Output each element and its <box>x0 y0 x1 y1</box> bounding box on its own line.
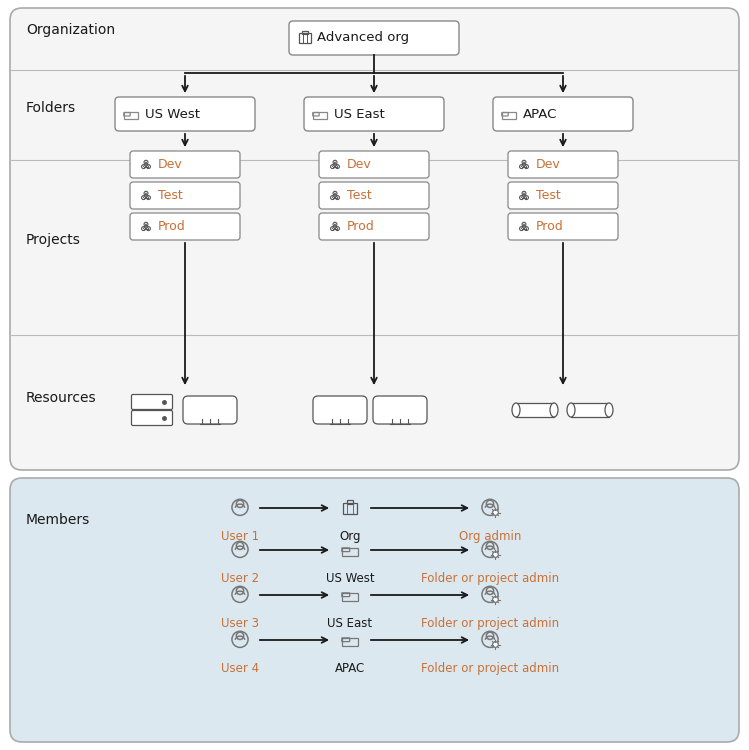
FancyBboxPatch shape <box>508 151 618 178</box>
Text: US East: US East <box>327 617 372 630</box>
Text: Dev: Dev <box>536 158 561 171</box>
Text: Dev: Dev <box>158 158 183 171</box>
FancyBboxPatch shape <box>132 394 172 410</box>
Bar <box>313 112 327 119</box>
FancyBboxPatch shape <box>493 97 633 131</box>
FancyBboxPatch shape <box>130 213 240 240</box>
FancyBboxPatch shape <box>319 151 429 178</box>
Bar <box>302 32 308 34</box>
FancyBboxPatch shape <box>130 182 240 209</box>
FancyBboxPatch shape <box>373 396 427 424</box>
Text: User 1: User 1 <box>221 530 259 543</box>
Text: Members: Members <box>26 513 90 527</box>
Text: Test: Test <box>158 189 183 202</box>
Ellipse shape <box>605 403 613 417</box>
Text: Dev: Dev <box>347 158 372 171</box>
FancyBboxPatch shape <box>115 97 255 131</box>
Circle shape <box>493 597 498 602</box>
Bar <box>503 112 516 119</box>
FancyBboxPatch shape <box>319 182 429 209</box>
Text: Folder or project admin: Folder or project admin <box>421 617 559 630</box>
Bar <box>342 548 358 556</box>
Text: Test: Test <box>347 189 372 202</box>
FancyBboxPatch shape <box>313 396 367 424</box>
Bar <box>571 403 609 417</box>
Text: Resources: Resources <box>26 391 97 405</box>
Ellipse shape <box>567 403 575 417</box>
FancyBboxPatch shape <box>10 478 739 742</box>
Text: User 4: User 4 <box>221 662 259 675</box>
FancyBboxPatch shape <box>132 410 172 425</box>
Bar <box>347 500 353 503</box>
Text: User 3: User 3 <box>221 617 259 630</box>
Text: Org admin: Org admin <box>459 530 521 543</box>
Bar <box>516 403 554 417</box>
Bar <box>300 33 311 43</box>
Text: US West: US West <box>145 107 200 121</box>
Text: Projects: Projects <box>26 233 81 247</box>
Text: Advanced org: Advanced org <box>317 32 409 44</box>
Bar <box>342 593 358 601</box>
Text: APAC: APAC <box>523 107 557 121</box>
Text: Folder or project admin: Folder or project admin <box>421 662 559 675</box>
Text: Prod: Prod <box>158 220 186 233</box>
FancyBboxPatch shape <box>508 213 618 240</box>
FancyBboxPatch shape <box>183 396 237 424</box>
Text: Prod: Prod <box>536 220 564 233</box>
Text: US West: US West <box>326 572 374 585</box>
Bar <box>342 638 358 646</box>
Circle shape <box>493 510 498 515</box>
Text: Folder or project admin: Folder or project admin <box>421 572 559 585</box>
FancyBboxPatch shape <box>10 8 739 470</box>
Circle shape <box>493 552 498 557</box>
Bar <box>124 112 138 119</box>
Text: Org: Org <box>339 530 361 543</box>
Bar <box>343 503 357 514</box>
Text: US East: US East <box>334 107 385 121</box>
FancyBboxPatch shape <box>304 97 444 131</box>
FancyBboxPatch shape <box>508 182 618 209</box>
FancyBboxPatch shape <box>289 21 459 55</box>
FancyBboxPatch shape <box>319 213 429 240</box>
Text: APAC: APAC <box>335 662 365 675</box>
Ellipse shape <box>512 403 520 417</box>
Text: Organization: Organization <box>26 23 115 37</box>
Ellipse shape <box>550 403 558 417</box>
Text: Test: Test <box>536 189 561 202</box>
Text: User 2: User 2 <box>221 572 259 585</box>
FancyBboxPatch shape <box>130 151 240 178</box>
Text: Prod: Prod <box>347 220 374 233</box>
Circle shape <box>493 642 498 647</box>
Text: Folders: Folders <box>26 101 76 115</box>
